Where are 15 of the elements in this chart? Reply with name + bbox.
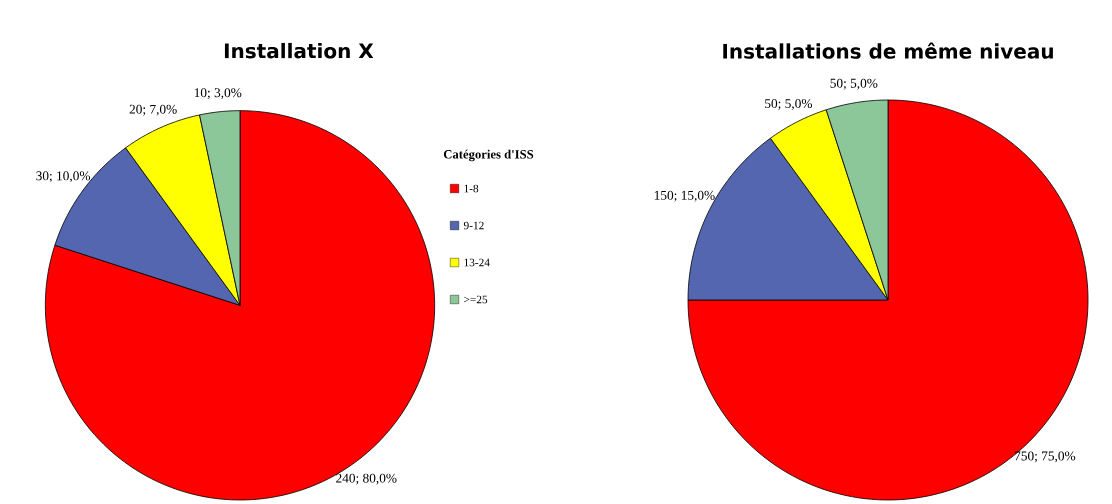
data-label: 50; 5,0% <box>830 78 878 90</box>
data-label: 750; 75,0% <box>1015 451 1076 463</box>
legend-label: >=25 <box>464 295 488 304</box>
data-label: 10; 3,0% <box>194 88 242 100</box>
legend-label: 1-8 <box>464 184 479 193</box>
data-label: 20; 7,0% <box>129 104 177 116</box>
legend-title: Catégories d'ISS <box>443 149 534 162</box>
legend-label: 13-24 <box>464 258 490 267</box>
legend-label: 9-12 <box>463 221 484 230</box>
chart-title: Installations de même niveau <box>723 42 1053 59</box>
data-label: 50; 5,0% <box>765 99 813 110</box>
data-label: 30; 10,0% <box>36 171 91 183</box>
data-label: 150; 15,0% <box>654 190 715 202</box>
data-label: 240; 80,0% <box>336 473 397 485</box>
chart-title: Installation X <box>224 42 374 59</box>
